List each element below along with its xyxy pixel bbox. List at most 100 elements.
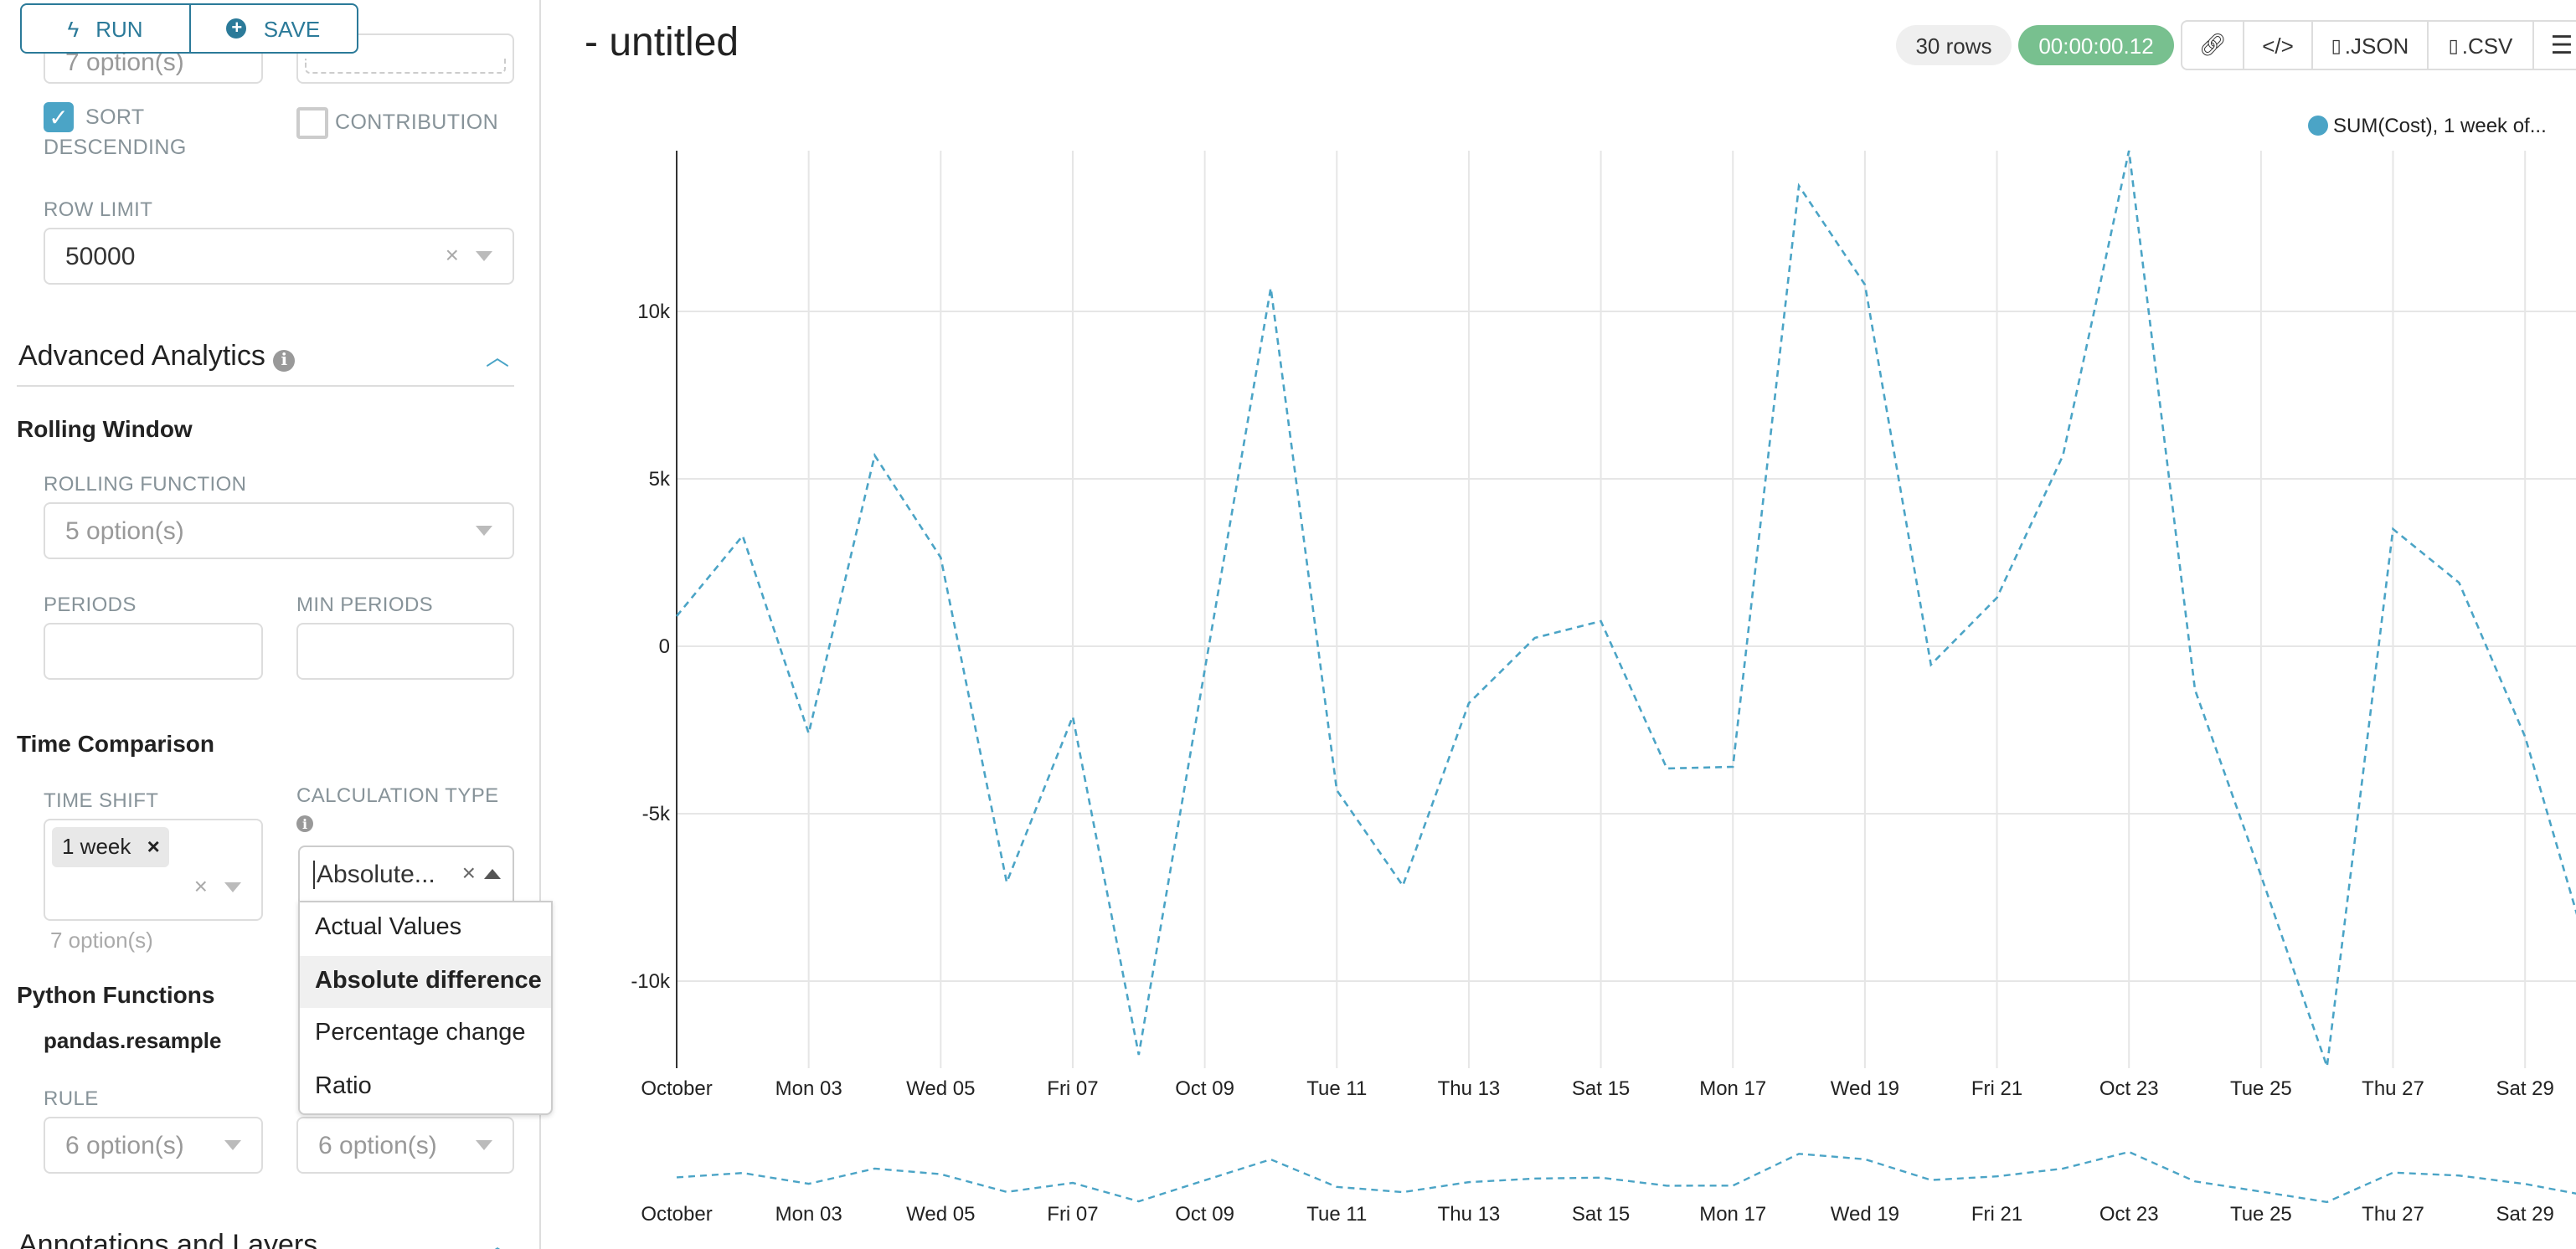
periods-label: PERIODS <box>44 593 137 616</box>
y-tick-label: -5k <box>642 803 671 825</box>
file-code-icon: ▯ <box>2331 36 2342 56</box>
sort-descending-label: SORT <box>85 105 145 129</box>
x-tick-label: Fri 07 <box>1047 1077 1098 1100</box>
plus-circle-icon: + <box>226 18 247 39</box>
row-limit-label: ROW LIMIT <box>44 198 153 221</box>
hamburger-icon: ☰ <box>2550 32 2573 60</box>
save-button[interactable]: + SAVE <box>188 5 357 52</box>
y-tick-label: 0 <box>659 635 670 658</box>
export-csv-button[interactable]: ▯ .CSV <box>2429 22 2534 69</box>
advanced-analytics-header[interactable]: Advanced Analytics i <box>18 340 296 373</box>
calculation-type-menu: Actual Values Absolute difference Percen… <box>298 901 553 1115</box>
x-tick-label: Oct 23 <box>2099 1077 2159 1100</box>
minimap-x-tick-label: Mon 03 <box>775 1203 842 1226</box>
save-label: SAVE <box>263 16 321 41</box>
x-tick-label: Tue 11 <box>1306 1077 1367 1100</box>
pandas-resample-title: pandas.resample <box>44 1028 222 1053</box>
json-label: .JSON <box>2344 33 2409 58</box>
file-text-icon: ▯ <box>2448 36 2459 56</box>
periods-input[interactable] <box>44 623 263 680</box>
minimap-x-tick-label: Mon 17 <box>1699 1203 1766 1226</box>
control-panel: 7 option(s) ϟ RUN + SAVE ✓ SORT DESCENDING… <box>0 0 541 1249</box>
x-tick-label: Wed 19 <box>1831 1077 1899 1100</box>
x-tick-label: October <box>641 1077 712 1100</box>
export-json-button[interactable]: ▯ .JSON <box>2313 22 2429 69</box>
method-select[interactable]: 6 option(s) <box>296 1117 514 1174</box>
caret-up-icon <box>484 869 501 879</box>
select-placeholder: 5 option(s) <box>65 517 184 545</box>
chevron-up-icon[interactable]: ︿ <box>486 343 509 370</box>
annotations-header[interactable]: Annotations and Layers <box>18 1229 318 1249</box>
minimap-x-tick-label: Tue 25 <box>2230 1203 2292 1226</box>
menu-item-percentage-change[interactable]: Percentage change <box>315 1020 526 1046</box>
code-icon: </> <box>2262 33 2294 58</box>
row-limit-select[interactable]: 50000 × <box>44 228 514 285</box>
calculation-type-select[interactable]: Absolute... × <box>298 846 514 902</box>
more-menu-button[interactable]: ☰ <box>2534 22 2576 69</box>
chart-toolbar: 🔗︎ </> ▯ .JSON ▯ .CSV ☰ <box>2181 20 2576 70</box>
menu-item-actual-values[interactable]: Actual Values <box>315 914 462 941</box>
minimap-x-tick-label: Sat 15 <box>1572 1203 1630 1226</box>
caret-down-icon <box>476 526 492 536</box>
sort-descending-checkbox[interactable]: ✓ <box>44 102 74 132</box>
caret-down-icon <box>224 882 241 892</box>
minimap-line <box>676 1150 2576 1204</box>
x-tick-label: Sat 29 <box>2496 1077 2553 1100</box>
link-icon: 🔗︎ <box>2198 32 2227 57</box>
chart-legend[interactable]: SUM(Cost), 1 week of... <box>2308 114 2547 137</box>
select-value: Absolute... <box>313 860 435 888</box>
contribution-checkbox[interactable] <box>296 107 328 139</box>
clear-icon[interactable]: × <box>445 241 459 268</box>
query-timer-badge: 00:00:00.12 <box>2018 25 2174 65</box>
caret-down-icon <box>224 1140 241 1150</box>
caret-down-icon <box>476 251 492 261</box>
x-tick-label: Wed 05 <box>906 1077 975 1100</box>
contribution-label: CONTRIBUTION <box>335 111 499 134</box>
rolling-function-select[interactable]: 5 option(s) <box>44 502 514 559</box>
time-shift-label: TIME SHIFT <box>44 789 159 812</box>
min-periods-label: MIN PERIODS <box>296 593 434 616</box>
x-tick-label: Thu 27 <box>2362 1077 2424 1100</box>
x-tick-label: Sat 15 <box>1572 1077 1630 1100</box>
run-save-group: ϟ RUN + SAVE <box>20 3 358 54</box>
rolling-window-title: Rolling Window <box>17 415 193 442</box>
sort-descending-label-2: DESCENDING <box>44 136 187 159</box>
remove-tag-icon[interactable]: × <box>147 834 160 859</box>
minimap-x-tick-label: Fri 07 <box>1047 1203 1098 1226</box>
minimap-x-tick-label: Oct 23 <box>2099 1203 2159 1226</box>
embed-code-button[interactable]: </> <box>2244 22 2313 69</box>
run-button[interactable]: ϟ RUN <box>22 5 188 52</box>
section-title: Advanced Analytics <box>18 340 265 372</box>
tag-label: 1 week <box>62 834 131 859</box>
link-button[interactable]: 🔗︎ <box>2182 22 2244 69</box>
menu-item-ratio[interactable]: Ratio <box>315 1072 372 1099</box>
minimap-x-tick-label: Thu 27 <box>2362 1203 2424 1226</box>
menu-item-absolute-difference[interactable]: Absolute difference <box>300 955 551 1008</box>
minimap-x-tick-label: October <box>641 1203 712 1226</box>
minimap-x-tick-label: Fri 21 <box>1971 1203 2022 1226</box>
time-comparison-title: Time Comparison <box>17 730 214 757</box>
clear-icon[interactable]: × <box>193 872 208 899</box>
time-shift-select[interactable]: 1 week × × <box>44 819 263 921</box>
y-tick-label: 5k <box>649 468 671 491</box>
y-tick-label: -10k <box>631 970 671 993</box>
chart-title[interactable]: - untitled <box>585 20 739 65</box>
rule-select[interactable]: 6 option(s) <box>44 1117 263 1174</box>
calculation-type-label: CALCULATION TYPE <box>296 784 499 807</box>
minimap-x-tick-label: Wed 19 <box>1831 1203 1899 1226</box>
row-limit-value: 50000 <box>65 242 136 270</box>
python-functions-title: Python Functions <box>17 981 215 1008</box>
rule-label: RULE <box>44 1087 99 1110</box>
select-placeholder: 6 option(s) <box>318 1131 437 1159</box>
dropzone <box>305 59 506 74</box>
x-tick-label: Fri 21 <box>1971 1077 2022 1100</box>
minimap-x-tick-label: Tue 11 <box>1306 1203 1367 1226</box>
x-tick-label: Mon 17 <box>1699 1077 1766 1100</box>
min-periods-input[interactable] <box>296 623 514 680</box>
minimap-x-tick-label: Thu 13 <box>1438 1203 1501 1226</box>
row-count-badge: 30 rows <box>1896 25 2012 65</box>
chevron-up-icon[interactable]: ︿ <box>486 1232 509 1249</box>
caret-down-icon <box>476 1140 492 1150</box>
clear-icon[interactable]: × <box>461 859 476 886</box>
